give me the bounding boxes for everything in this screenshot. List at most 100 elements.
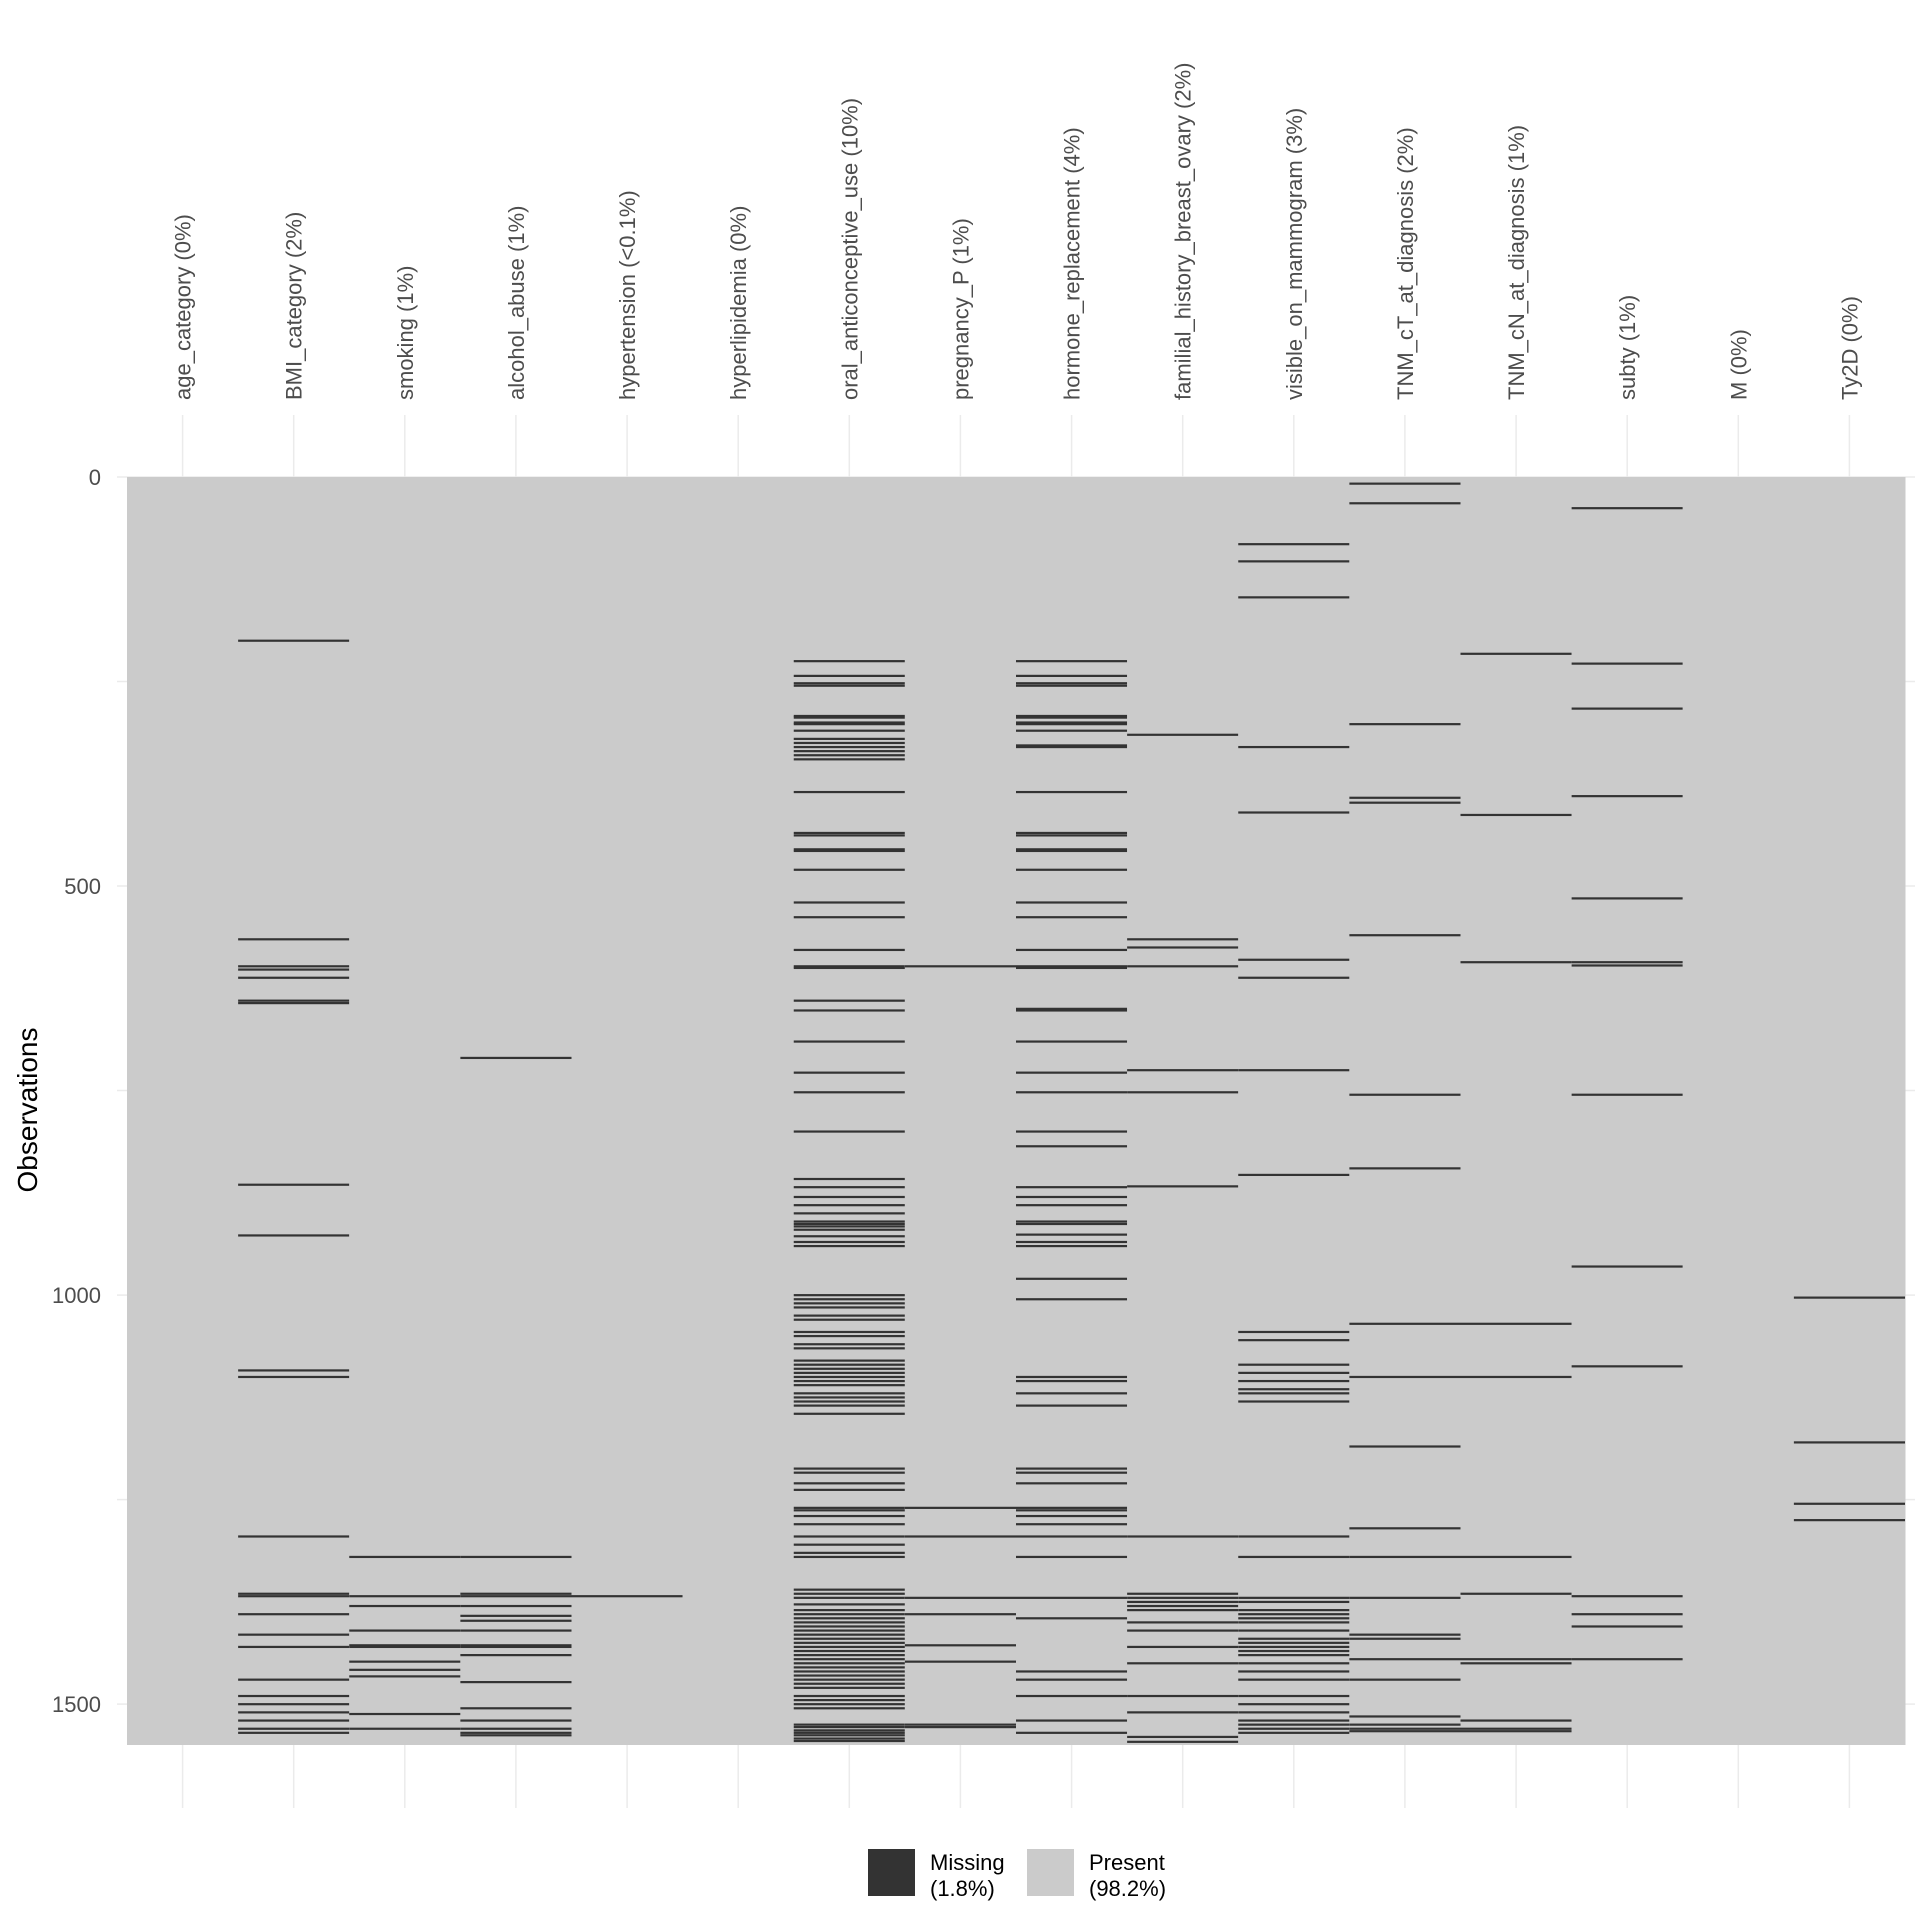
missing-mark — [793, 1613, 905, 1616]
missing-mark — [793, 1555, 905, 1559]
missing-mark — [1238, 1649, 1350, 1653]
missing-mark — [793, 965, 905, 968]
missing-mark — [238, 1678, 350, 1681]
missing-mark — [904, 1596, 1016, 1599]
present-tile — [460, 477, 572, 1745]
missing-mark — [349, 1712, 461, 1716]
missing-mark — [1016, 1392, 1128, 1395]
missing-mark — [793, 1244, 905, 1248]
missing-mark — [1127, 1535, 1239, 1538]
missing-mark — [1016, 966, 1128, 970]
missing-mark — [793, 1694, 905, 1698]
missing-mark — [793, 790, 905, 794]
missing-mark — [1571, 964, 1683, 967]
missing-mark — [793, 1535, 905, 1538]
missing-mark — [460, 1645, 572, 1649]
missing-mark — [1793, 1519, 1905, 1522]
column-tiles — [127, 477, 1906, 1745]
missing-mark — [904, 1506, 1016, 1509]
missing-mark — [793, 1212, 905, 1215]
missing-mark — [1016, 1506, 1128, 1509]
missing-mark — [1127, 1609, 1239, 1612]
missing-mark — [793, 1506, 905, 1509]
missing-mark — [793, 1637, 905, 1640]
missing-mark — [460, 1654, 572, 1657]
missing-mark — [349, 1629, 461, 1632]
missing-mark — [1016, 1222, 1128, 1226]
missing-mark — [1127, 1645, 1239, 1649]
missing-mark — [793, 1658, 905, 1661]
missing-mark — [1571, 1658, 1683, 1661]
column-label: M (0%) — [1726, 329, 1751, 400]
missing-mark — [793, 1482, 905, 1485]
missing-mark — [1016, 1509, 1128, 1512]
missing-mark — [460, 1629, 572, 1632]
missing-mark — [349, 1668, 461, 1671]
missing-mark — [1349, 801, 1461, 804]
column-1 — [238, 477, 350, 1745]
missing-mark — [793, 729, 905, 732]
missing-mark — [793, 1400, 905, 1403]
missing-mark — [793, 1649, 905, 1653]
missing-mark — [793, 1392, 905, 1395]
missing-mark — [1238, 1711, 1350, 1714]
missing-mark — [793, 1367, 905, 1370]
missing-mark — [793, 716, 905, 719]
legend-label-present: Present — [1089, 1850, 1165, 1875]
missing-mark — [793, 1729, 905, 1732]
legend-swatch-present — [1027, 1849, 1074, 1896]
missing-mark — [460, 1707, 572, 1710]
missing-mark — [793, 1235, 905, 1238]
missing-mark — [460, 1595, 572, 1598]
missing-mark — [1238, 1637, 1350, 1640]
present-tile — [1460, 477, 1573, 1745]
missing-mark — [1016, 1379, 1128, 1383]
missing-mark — [1460, 1555, 1572, 1559]
missing-mark — [793, 1314, 905, 1317]
missing-mark — [349, 1727, 461, 1730]
missing-mark — [793, 1633, 905, 1636]
missing-mark — [793, 745, 905, 749]
missing-mark — [793, 1204, 905, 1207]
missing-mark — [793, 1318, 905, 1321]
missing-mark — [1016, 1277, 1128, 1280]
missing-mark — [793, 1363, 905, 1366]
missing-mark — [1127, 1596, 1239, 1599]
missing-mark — [793, 1596, 905, 1599]
missing-mark — [793, 1666, 905, 1669]
missing-mark — [1460, 1658, 1572, 1661]
missing-mark — [793, 723, 905, 726]
missing-mark — [793, 1726, 905, 1729]
missing-mark — [793, 1240, 905, 1244]
missing-mark — [1349, 934, 1461, 937]
missing-mark — [1238, 1654, 1350, 1657]
present-tile — [238, 477, 350, 1745]
missing-mark — [793, 1343, 905, 1346]
missing-mark — [1349, 1730, 1461, 1733]
missing-mark — [1238, 1371, 1350, 1374]
missing-mark — [793, 1228, 905, 1231]
missing-mark — [238, 1234, 350, 1237]
y-tick-label: 1500 — [52, 1692, 101, 1717]
missing-mark — [238, 1613, 350, 1616]
missing-mark — [1016, 1535, 1128, 1538]
missing-mark — [1016, 1240, 1128, 1244]
missing-mark — [793, 1641, 905, 1644]
y-tick-label: 1000 — [52, 1283, 101, 1308]
legend-label-missing: Missing — [930, 1850, 1005, 1875]
column-label: subty (1%) — [1615, 295, 1640, 400]
missing-mark — [1571, 897, 1683, 900]
missing-mark — [793, 1334, 905, 1338]
missing-mark — [1571, 1613, 1683, 1616]
missing-mark — [904, 1723, 1016, 1726]
missing-mark — [793, 1412, 905, 1415]
missing-mark — [1127, 938, 1239, 941]
missing-mark — [1016, 1596, 1128, 1599]
column-label: hormone_replacement (4%) — [1060, 127, 1085, 400]
missing-mark — [793, 1471, 905, 1474]
missing-mark — [793, 901, 905, 904]
missing-mark — [793, 1678, 905, 1681]
missing-mark — [238, 1731, 350, 1734]
missing-mark — [1127, 1629, 1239, 1632]
missing-mark — [1460, 1322, 1572, 1325]
